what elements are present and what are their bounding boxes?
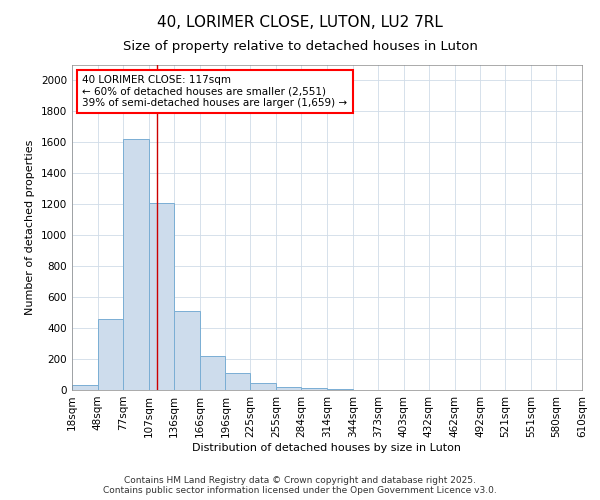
Text: 40 LORIMER CLOSE: 117sqm
← 60% of detached houses are smaller (2,551)
39% of sem: 40 LORIMER CLOSE: 117sqm ← 60% of detach… xyxy=(82,74,347,108)
Bar xyxy=(327,389,353,390)
Y-axis label: Number of detached properties: Number of detached properties xyxy=(25,140,35,315)
Bar xyxy=(199,356,226,390)
Text: Contains HM Land Registry data © Crown copyright and database right 2025.
Contai: Contains HM Land Registry data © Crown c… xyxy=(103,476,497,495)
Bar xyxy=(226,373,250,390)
Bar xyxy=(149,202,173,390)
Bar xyxy=(98,319,123,390)
Text: Size of property relative to detached houses in Luton: Size of property relative to detached ho… xyxy=(122,40,478,53)
Bar xyxy=(173,311,199,390)
Bar xyxy=(123,140,149,390)
Bar xyxy=(72,386,98,390)
X-axis label: Distribution of detached houses by size in Luton: Distribution of detached houses by size … xyxy=(193,442,461,452)
Bar xyxy=(276,387,301,390)
Text: 40, LORIMER CLOSE, LUTON, LU2 7RL: 40, LORIMER CLOSE, LUTON, LU2 7RL xyxy=(157,15,443,30)
Bar xyxy=(301,388,327,390)
Bar xyxy=(250,383,276,390)
